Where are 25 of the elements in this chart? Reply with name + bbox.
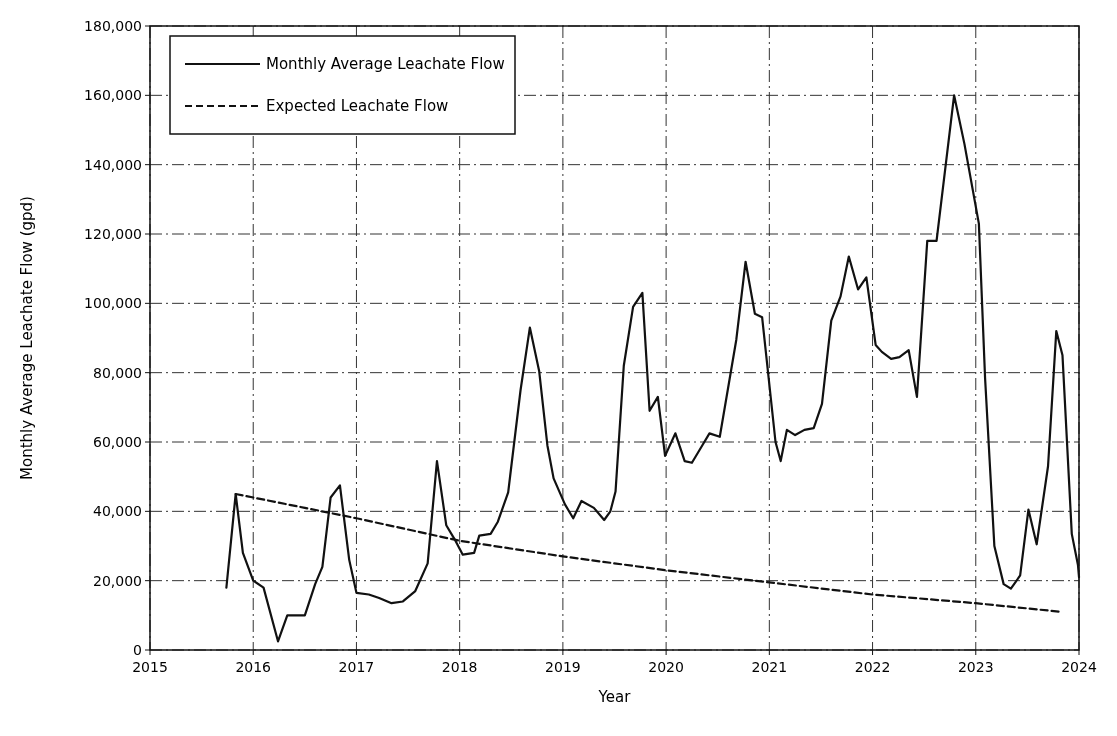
- legend-label: Monthly Average Leachate Flow: [266, 55, 505, 73]
- y-tick-label: 0: [133, 642, 142, 658]
- x-tick-label: 2019: [545, 659, 581, 675]
- x-tick-label: 2015: [132, 659, 168, 675]
- y-tick-label: 100,000: [84, 295, 142, 312]
- x-tick-label: 2023: [957, 659, 994, 675]
- x-tick-label: 2024: [1061, 659, 1097, 675]
- y-axis-title: Monthly Average Leachate Flow (gpd): [18, 196, 36, 480]
- x-tick-label: 2022: [854, 659, 891, 675]
- x-tick-label: 2020: [648, 659, 684, 675]
- y-tick-label: 60,000: [93, 434, 142, 450]
- y-tick-label: 160,000: [84, 87, 142, 104]
- y-tick-label: 80,000: [93, 364, 142, 381]
- x-tick-label: 2017: [338, 659, 375, 675]
- legend-label: Expected Leachate Flow: [266, 97, 449, 115]
- y-tick-label: 180,000: [84, 18, 142, 34]
- y-tick-label: 140,000: [84, 156, 142, 173]
- y-tick-label: 40,000: [93, 503, 142, 520]
- y-tick-label: 120,000: [84, 226, 142, 242]
- x-axis-title: Year: [597, 688, 632, 706]
- line-series: [234, 492, 1063, 613]
- x-tick-label: 2016: [235, 659, 272, 675]
- y-tick-label: 20,000: [93, 572, 142, 589]
- x-tick-label: 2018: [441, 659, 478, 675]
- x-tick-label: 2021: [751, 659, 788, 675]
